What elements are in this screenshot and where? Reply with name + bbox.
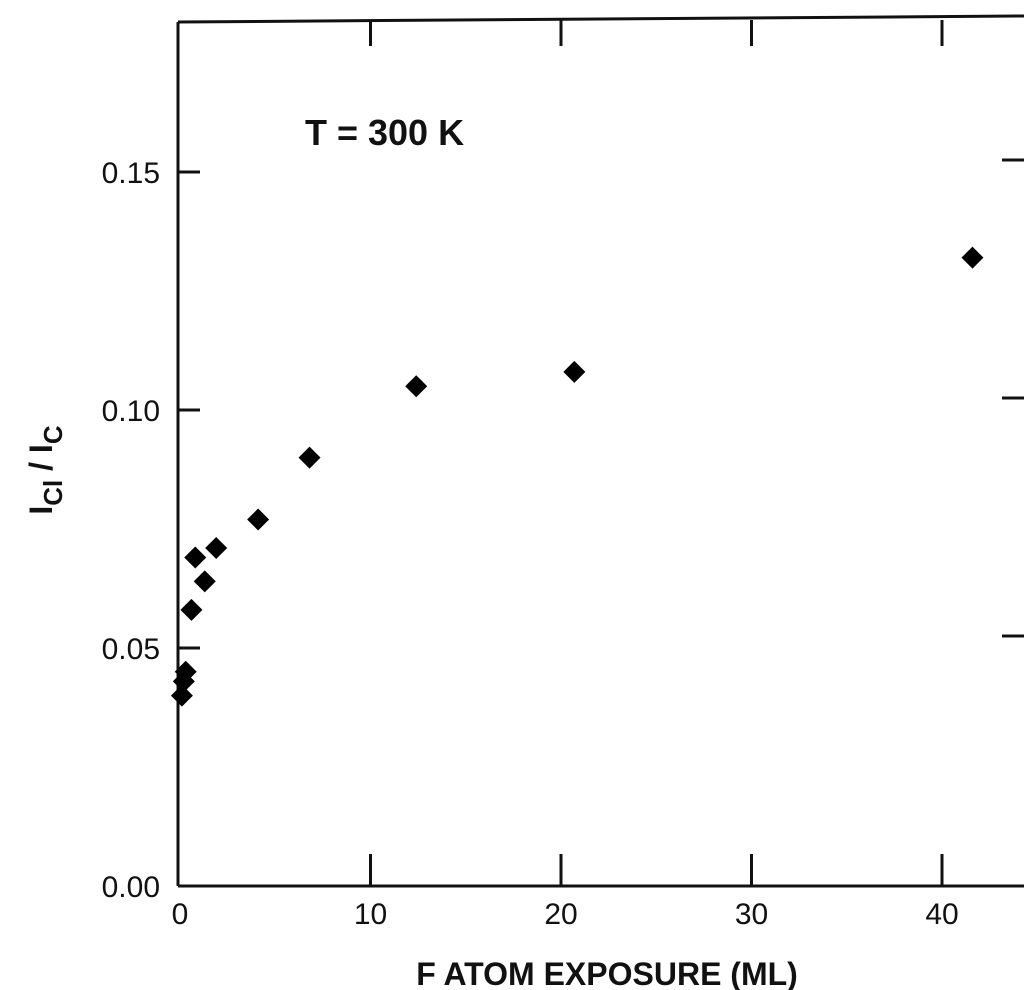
data-point (174, 660, 197, 683)
tick-labels: 0 10 20 30 40 0.00 0.05 0.10 0.15 (102, 157, 959, 931)
data-point (184, 546, 207, 569)
x-tick-label: 40 (925, 898, 958, 931)
data-point (298, 446, 321, 469)
data-point (180, 598, 203, 621)
data-point (563, 360, 586, 383)
data-point (961, 246, 984, 269)
y-title-slash: / (23, 453, 59, 480)
plot-frame (176, 14, 1024, 888)
x-tick-label: 10 (354, 898, 387, 931)
y-tick-label: 0.00 (102, 871, 160, 904)
y-tick-label: 0.15 (102, 157, 160, 190)
data-point (405, 375, 428, 398)
data-points (170, 246, 984, 707)
data-point (170, 684, 193, 707)
y-title-main-2: I (23, 444, 59, 453)
svg-text:ICl / IC: ICl / IC (23, 425, 68, 514)
axis-ticks (178, 20, 1024, 886)
y-tick-label: 0.10 (102, 395, 160, 428)
data-point (247, 508, 270, 531)
x-axis-title: F ATOM EXPOSURE (ML) (416, 956, 798, 990)
data-point (193, 570, 216, 593)
temperature-annotation: T = 300 K (305, 112, 464, 153)
x-tick-label: 30 (735, 898, 768, 931)
x-tick-label: 0 (172, 898, 189, 931)
x-tick-label: 20 (544, 898, 577, 931)
y-tick-label: 0.05 (102, 633, 160, 666)
data-point (205, 537, 228, 560)
y-axis-title: ICl / IC (23, 425, 68, 514)
frame-top (177, 14, 1024, 24)
y-title-main-1: I (23, 506, 59, 515)
y-title-sub-2: C (38, 425, 68, 444)
y-title-sub-1: Cl (38, 480, 68, 506)
